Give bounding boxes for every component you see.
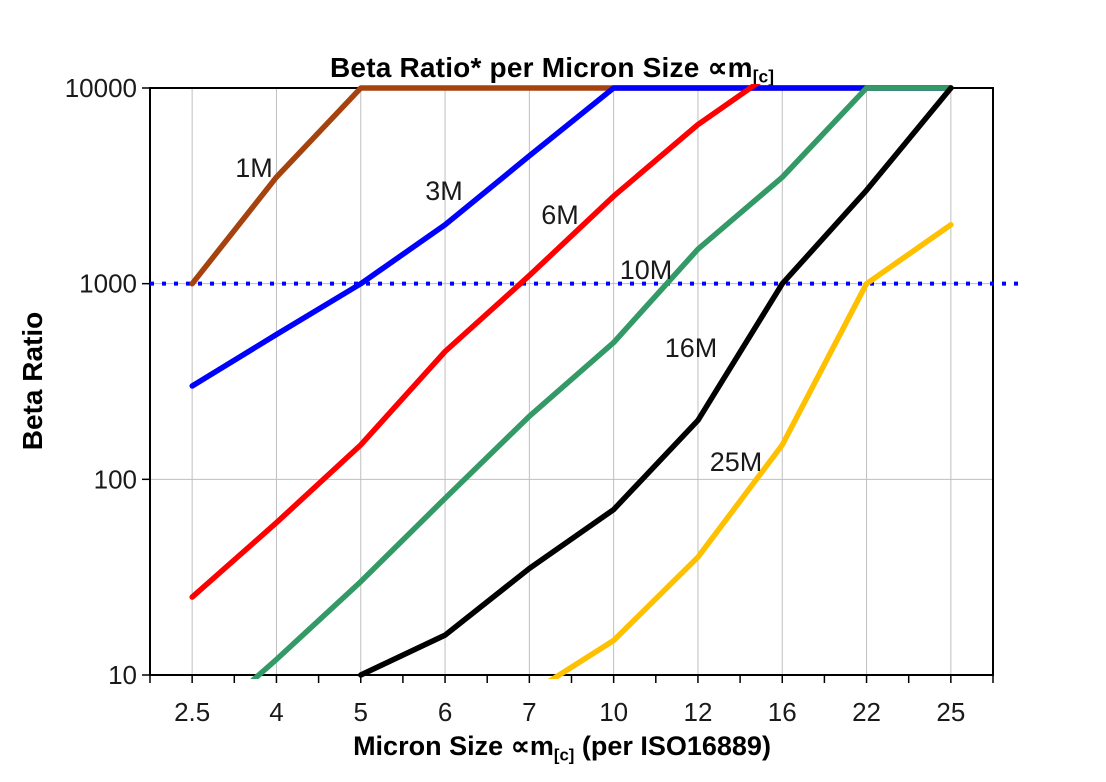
series-label-25M: 25M (710, 447, 763, 477)
x-tick-label: 6 (438, 697, 452, 727)
x-tick-label: 10 (599, 697, 628, 727)
x-axis-title-tail: (per ISO16889) (574, 731, 771, 761)
x-tick-label: 2.5 (174, 697, 210, 727)
x-tick-label: 16 (768, 697, 797, 727)
y-tick-label: 10000 (65, 73, 137, 103)
x-tick-label: 4 (269, 697, 283, 727)
x-tick-label: 7 (522, 697, 536, 727)
chart-title-text: Beta Ratio* per Micron Size ∝m (330, 52, 753, 83)
series-line-3M (189, 85, 954, 389)
series-line-10M (250, 85, 954, 679)
x-tick-label: 25 (936, 697, 965, 727)
series-label-6M: 6M (541, 200, 579, 230)
series-label-3M: 3M (425, 176, 463, 206)
y-tick-label: 10 (108, 660, 137, 690)
x-axis-title-subscript: [c] (553, 745, 575, 765)
x-tick-label: 5 (354, 697, 368, 727)
series-label-10M: 10M (620, 255, 673, 285)
x-axis-title-text: Micron Size ∝m (353, 731, 554, 761)
series-label-1M: 1M (235, 153, 273, 183)
series-label-16M: 16M (665, 333, 718, 363)
chart-title-subscript: [c] (752, 66, 774, 87)
x-tick-label: 22 (852, 697, 881, 727)
y-tick-label: 1000 (79, 269, 137, 299)
x-axis-title: Micron Size ∝m[c] (per ISO16889) (353, 731, 771, 765)
y-tick-label: 100 (94, 464, 137, 494)
chart-title: Beta Ratio* per Micron Size ∝m[c] (330, 51, 774, 88)
series-line-25M (547, 222, 954, 679)
series-line-16M (358, 85, 954, 678)
x-tick-label: 12 (683, 697, 712, 727)
series-line-6M (189, 84, 761, 600)
